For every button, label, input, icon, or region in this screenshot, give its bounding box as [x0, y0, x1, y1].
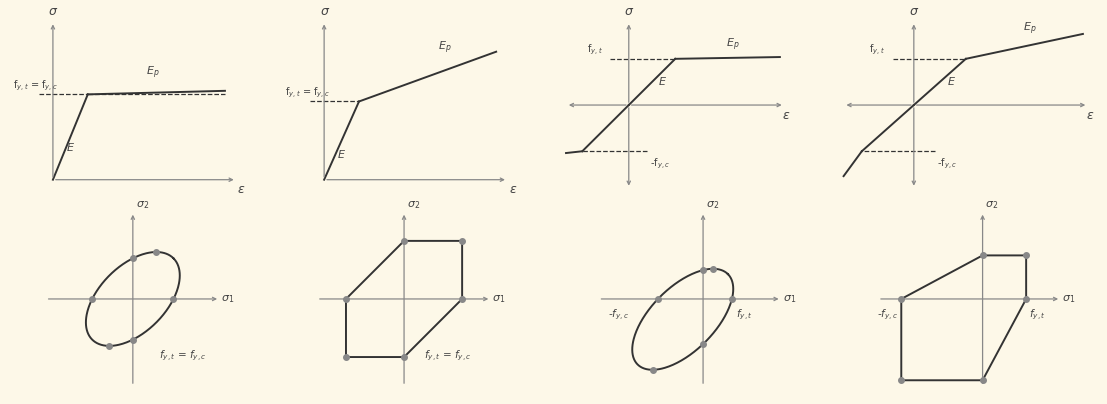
Text: E$_p$: E$_p$	[438, 40, 452, 56]
Text: σ$_1$: σ$_1$	[783, 293, 796, 305]
Text: σ$_2$: σ$_2$	[706, 199, 720, 211]
Text: ε: ε	[509, 183, 516, 196]
Text: -f$_{y,c}$: -f$_{y,c}$	[877, 308, 899, 322]
Text: σ$_1$: σ$_1$	[493, 293, 506, 305]
Text: E: E	[948, 77, 954, 87]
Text: σ: σ	[49, 5, 56, 18]
Text: ε: ε	[238, 183, 245, 196]
Text: f$_{y,t}$: f$_{y,t}$	[1030, 308, 1046, 322]
Text: f$_{y,t}$ = f$_{y,c}$: f$_{y,t}$ = f$_{y,c}$	[284, 85, 330, 100]
Text: -f$_{y,c}$: -f$_{y,c}$	[650, 157, 670, 171]
Text: ε: ε	[1087, 109, 1094, 122]
Text: σ$_2$: σ$_2$	[136, 199, 149, 211]
Text: σ: σ	[624, 5, 633, 18]
Text: ε: ε	[783, 109, 789, 122]
Text: E: E	[66, 143, 74, 153]
Text: σ: σ	[320, 5, 328, 18]
Text: σ$_1$: σ$_1$	[1062, 293, 1076, 305]
Text: E$_p$: E$_p$	[726, 36, 741, 53]
Text: σ$_2$: σ$_2$	[985, 199, 999, 211]
Text: f$_{y,t}$ = f$_{y,c}$: f$_{y,t}$ = f$_{y,c}$	[159, 348, 207, 363]
Text: f$_{y,t}$ = f$_{y,c}$: f$_{y,t}$ = f$_{y,c}$	[424, 348, 473, 363]
Text: E$_p$: E$_p$	[1023, 21, 1037, 37]
Text: f$_{y,t}$: f$_{y,t}$	[869, 43, 886, 57]
Text: f$_{y,t}$ = f$_{y,c}$: f$_{y,t}$ = f$_{y,c}$	[13, 78, 59, 93]
Text: σ: σ	[910, 5, 918, 18]
Text: -f$_{y,c}$: -f$_{y,c}$	[938, 157, 958, 171]
Text: σ$_1$: σ$_1$	[221, 293, 235, 305]
Text: E: E	[659, 77, 666, 87]
Text: -f$_{y,c}$: -f$_{y,c}$	[608, 308, 630, 322]
Text: f$_{y,t}$: f$_{y,t}$	[736, 308, 753, 322]
Text: E$_p$: E$_p$	[146, 65, 159, 81]
Text: σ$_2$: σ$_2$	[407, 199, 421, 211]
Text: E: E	[338, 150, 345, 160]
Text: f$_{y,t}$: f$_{y,t}$	[588, 43, 603, 57]
